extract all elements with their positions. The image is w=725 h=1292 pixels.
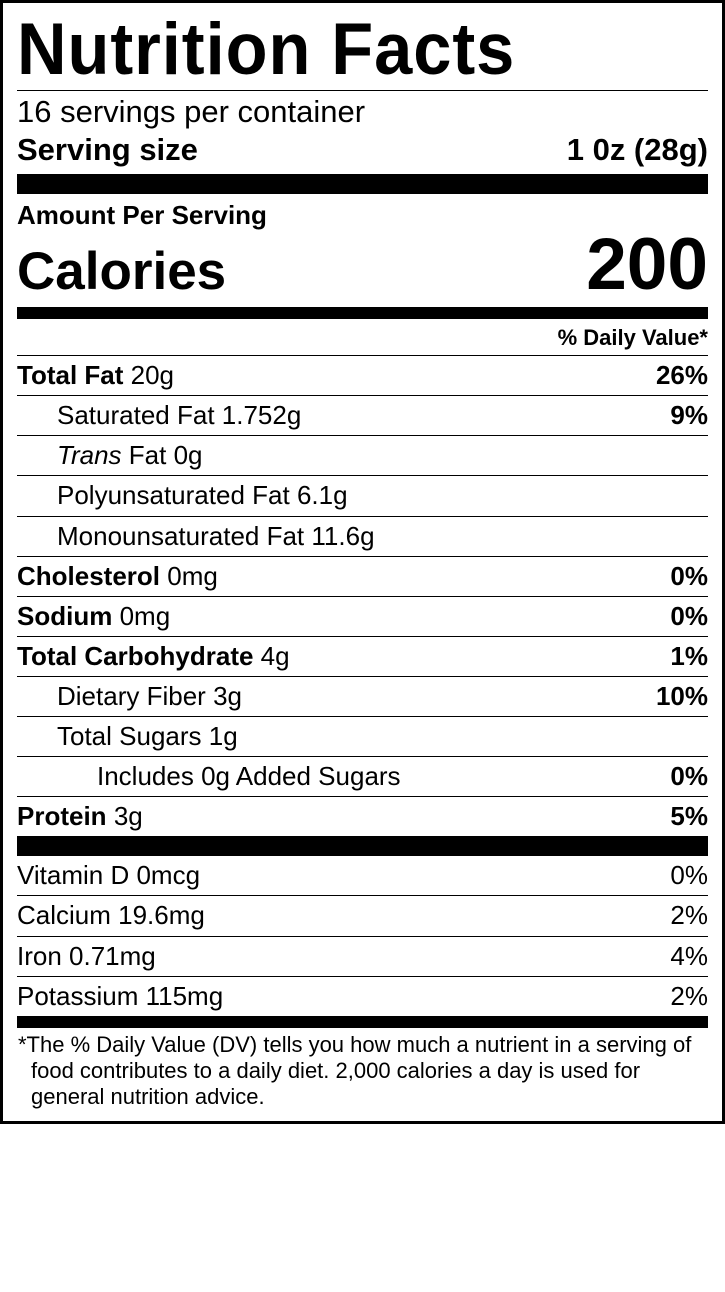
sat-fat-dv: 9% <box>670 398 708 433</box>
sodium-dv: 0% <box>670 599 708 634</box>
calories-row: Calories 200 <box>17 228 708 307</box>
potassium-text: Potassium 115mg <box>17 979 223 1014</box>
cholesterol-row: Cholesterol 0mg 0% <box>17 557 708 596</box>
sodium-label: Sodium <box>17 601 112 631</box>
cholesterol-dv: 0% <box>670 559 708 594</box>
amount-per-serving: Amount Per Serving <box>17 194 708 228</box>
poly-fat-label: Polyunsaturated Fat <box>57 480 290 510</box>
total-carb-dv: 1% <box>670 639 708 674</box>
serving-size-row: Serving size 1 0z (28g) <box>17 132 708 174</box>
sugars-label: Total Sugars <box>57 721 202 751</box>
sugars-row: Total Sugars 1g <box>17 717 708 756</box>
mono-fat-label: Monounsaturated Fat <box>57 521 304 551</box>
sodium-amount: 0mg <box>120 601 171 631</box>
cholesterol-label: Cholesterol <box>17 561 160 591</box>
added-sugars-text: Includes 0g Added Sugars <box>17 759 670 794</box>
poly-fat-row: Polyunsaturated Fat 6.1g <box>17 476 708 515</box>
protein-dv: 5% <box>670 799 708 834</box>
total-fat-label: Total Fat <box>17 360 123 390</box>
calcium-row: Calcium 19.6mg 2% <box>17 896 708 935</box>
fiber-dv: 10% <box>656 679 708 714</box>
vitd-text: Vitamin D 0mcg <box>17 858 200 893</box>
servings-per-container: 16 servings per container <box>17 91 708 132</box>
trans-fat-row: Trans Fat 0g <box>17 436 708 475</box>
cholesterol-amount: 0mg <box>167 561 218 591</box>
mono-fat-row: Monounsaturated Fat 11.6g <box>17 517 708 556</box>
protein-label: Protein <box>17 801 107 831</box>
calories-value: 200 <box>586 228 708 301</box>
vitd-dv: 0% <box>670 858 708 893</box>
sat-fat-row: Saturated Fat 1.752g 9% <box>17 396 708 435</box>
protein-amount: 3g <box>114 801 143 831</box>
serving-size-label: Serving size <box>17 132 198 168</box>
sugars-amount: 1g <box>209 721 238 751</box>
total-carb-label: Total Carbohydrate <box>17 641 253 671</box>
daily-value-header: % Daily Value* <box>17 319 708 355</box>
fiber-label: Dietary Fiber <box>57 681 206 711</box>
added-sugars-row: Includes 0g Added Sugars 0% <box>17 757 708 796</box>
poly-fat-amount: 6.1g <box>297 480 348 510</box>
iron-row: Iron 0.71mg 4% <box>17 937 708 976</box>
serving-size-value: 1 0z (28g) <box>567 132 708 168</box>
fiber-amount: 3g <box>213 681 242 711</box>
total-carb-amount: 4g <box>261 641 290 671</box>
sat-fat-label: Saturated Fat <box>57 400 215 430</box>
calcium-text: Calcium 19.6mg <box>17 898 205 933</box>
vitd-row: Vitamin D 0mcg 0% <box>17 856 708 895</box>
mono-fat-amount: 11.6g <box>311 521 374 551</box>
nutrition-label: Nutrition Facts 16 servings per containe… <box>0 0 725 1124</box>
added-sugars-dv: 0% <box>670 759 708 794</box>
calcium-dv: 2% <box>670 898 708 933</box>
trans-suffix: Fat <box>122 440 167 470</box>
total-fat-row: Total Fat 20g 26% <box>17 356 708 395</box>
trans-prefix: Trans <box>57 440 122 470</box>
total-fat-dv: 26% <box>656 358 708 393</box>
trans-fat-amount: 0g <box>174 440 203 470</box>
iron-text: Iron 0.71mg <box>17 939 156 974</box>
sodium-row: Sodium 0mg 0% <box>17 597 708 636</box>
total-fat-amount: 20g <box>131 360 174 390</box>
total-carb-row: Total Carbohydrate 4g 1% <box>17 637 708 676</box>
protein-row: Protein 3g 5% <box>17 797 708 836</box>
iron-dv: 4% <box>670 939 708 974</box>
footnote: *The % Daily Value (DV) tells you how mu… <box>17 1028 708 1111</box>
potassium-dv: 2% <box>670 979 708 1014</box>
label-title: Nutrition Facts <box>17 13 667 86</box>
fiber-row: Dietary Fiber 3g 10% <box>17 677 708 716</box>
potassium-row: Potassium 115mg 2% <box>17 977 708 1016</box>
sat-fat-amount: 1.752g <box>222 400 302 430</box>
calories-label: Calories <box>17 245 226 298</box>
